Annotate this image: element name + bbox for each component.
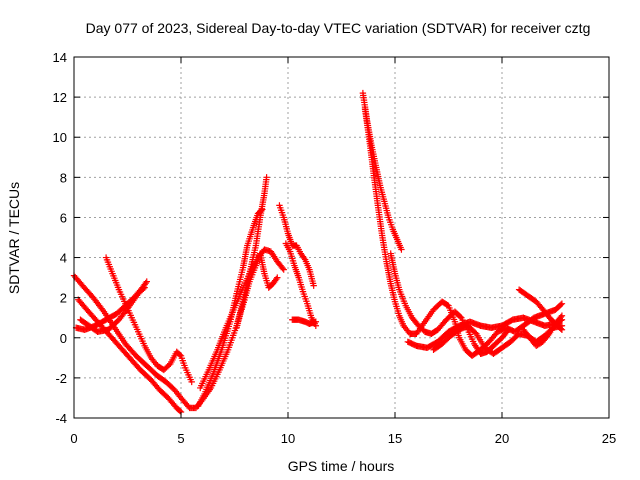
series-track-18 [520, 312, 566, 349]
data-point [398, 246, 405, 253]
data-markers [70, 89, 566, 416]
data-point [279, 265, 286, 272]
grid [74, 57, 609, 418]
y-tick-label: -2 [55, 371, 67, 386]
y-tick-label: 14 [53, 50, 67, 65]
data-point [557, 313, 565, 321]
data-point [274, 274, 281, 281]
y-tick-label: -4 [55, 411, 67, 426]
data-point [143, 278, 150, 285]
x-tick-label: 20 [495, 431, 509, 446]
series-track-3 [75, 296, 185, 416]
data-point [176, 407, 184, 415]
series-track-1 [70, 174, 270, 412]
data-point [188, 378, 195, 386]
data-point [259, 206, 266, 213]
y-tick-label: 0 [60, 331, 67, 346]
data-point [141, 284, 148, 291]
x-tick-label: 5 [177, 431, 184, 446]
data-point [300, 254, 308, 262]
y-tick-label: 4 [60, 251, 67, 266]
data-point [273, 275, 280, 283]
data-point [557, 325, 565, 332]
series-track-17 [515, 286, 566, 333]
data-point [176, 351, 184, 359]
y-tick-label: 2 [60, 291, 67, 306]
x-tick-label: 25 [602, 431, 616, 446]
data-point [558, 312, 566, 319]
data-point [504, 327, 511, 335]
plot-frame [73, 56, 610, 419]
data-point [558, 326, 566, 333]
series-track-4 [77, 284, 148, 335]
series-track-5 [102, 254, 195, 386]
x-tick-label: 15 [388, 431, 402, 446]
data-point [312, 318, 320, 325]
y-tick-label: 6 [60, 210, 67, 225]
data-point [165, 361, 173, 369]
y-tick-label: 10 [53, 130, 67, 145]
data-point [280, 266, 287, 273]
data-point [505, 326, 512, 333]
series-track-9 [276, 202, 317, 289]
data-point [457, 313, 464, 320]
chart-title: Day 077 of 2023, Sidereal Day-to-day VTE… [86, 20, 591, 36]
y-axis-label: SDTVAR / TECUs [6, 182, 22, 294]
x-tick-label: 10 [281, 431, 295, 446]
data-point [142, 279, 149, 287]
series-track-8 [233, 250, 281, 331]
series-track-11 [289, 316, 320, 327]
y-tick-label: 8 [60, 170, 67, 185]
x-axis-label: GPS time / hours [288, 458, 395, 474]
data-point [310, 282, 317, 289]
x-tick-label: 0 [70, 431, 77, 446]
data-point [258, 207, 265, 214]
axis-ticks: 0 5 10 15 20 25 -4 -2 0 2 4 6 8 10 12 14 [53, 50, 617, 446]
data-point [263, 174, 270, 181]
data-point [558, 300, 566, 307]
data-point [557, 301, 565, 308]
data-point [140, 285, 147, 293]
y-tick-label: 12 [53, 90, 67, 105]
